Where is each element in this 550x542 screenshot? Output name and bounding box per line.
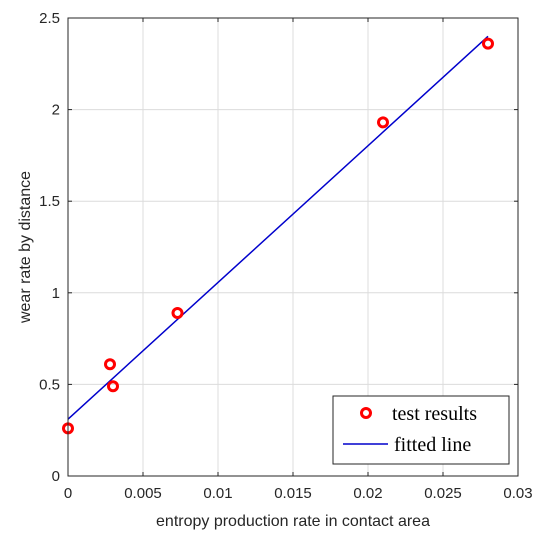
- y-tick-label: 2.5: [39, 10, 60, 27]
- data-point: [171, 306, 184, 319]
- y-tick-label: 1: [52, 285, 60, 302]
- fitted-line-layer: [67, 35, 489, 420]
- x-tick-label: 0: [64, 485, 72, 502]
- data-point: [377, 116, 389, 129]
- legend: test results fitted line: [332, 395, 510, 465]
- y-tick-labels: 0 0.5 1 1.5 2 2.5: [39, 10, 60, 485]
- legend-label-fitted-line: fitted line: [394, 434, 471, 456]
- grid: [68, 18, 518, 476]
- x-tick-label: 0.005: [124, 485, 162, 502]
- x-axis-label: entropy production rate in contact area: [156, 513, 430, 530]
- y-tick-label: 0.5: [39, 376, 60, 393]
- y-tick-label: 1.5: [39, 193, 60, 210]
- x-tick-label: 0.01: [203, 485, 232, 502]
- legend-label-test-results: test results: [392, 403, 477, 425]
- data-point: [107, 380, 119, 393]
- y-axis-label: wear rate by distance: [17, 171, 34, 324]
- x-tick-label: 0.02: [353, 485, 382, 502]
- y-tick-label: 2: [52, 102, 60, 119]
- legend-box: [332, 395, 510, 465]
- legend-marker-test-results: [360, 407, 372, 419]
- data-point: [104, 358, 116, 371]
- x-tick-label: 0.025: [424, 485, 462, 502]
- data-point: [482, 37, 494, 50]
- ticks: [67, 17, 519, 477]
- y-tick-label: 0: [52, 468, 60, 485]
- x-tick-label: 0.03: [503, 485, 532, 502]
- x-tick-label: 0.015: [274, 485, 312, 502]
- x-tick-labels: 0 0.005 0.01 0.015 0.02 0.025 0.03: [64, 485, 533, 502]
- fitted-line: [67, 35, 489, 420]
